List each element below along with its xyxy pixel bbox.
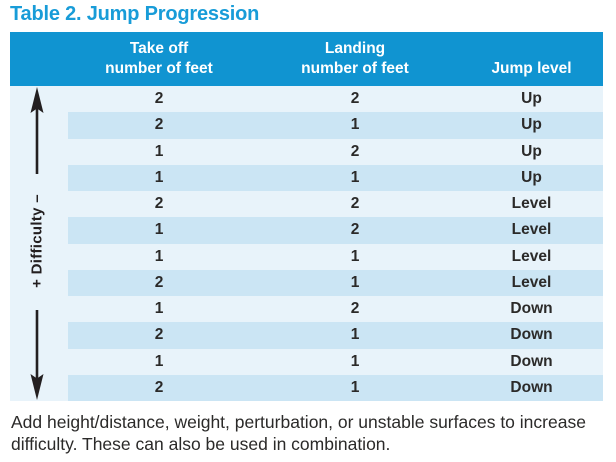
landing-cell: 1 [350,378,360,396]
jump-level-cell: Level [511,247,552,265]
takeoff-cell: 2 [154,326,164,344]
table-row: 1 1 Level [68,244,603,270]
table-row: 1 2 Level [68,217,603,244]
header-takeoff-line1: Take off [129,40,189,58]
jump-level-cell: Level [511,195,552,213]
table-row: 2 1 Down [68,322,603,349]
table-row: 2 1 Up [68,112,603,139]
header-landing-line1: Landing [324,40,386,58]
header-takeoff-line2: number of feet [105,60,213,78]
jump-level-cell: Level [511,273,552,291]
table-row: 2 2 Up [68,86,603,112]
landing-cell: 1 [350,352,360,370]
takeoff-cell: 2 [154,116,164,134]
landing-cell: 1 [350,168,360,186]
table-title: Table 2. Jump Progression [10,3,260,25]
takeoff-cell: 2 [154,90,164,108]
jump-progression-table: Take off number of feet Landing number o… [10,32,603,401]
landing-cell: 1 [350,326,360,344]
takeoff-cell: 2 [154,378,164,396]
difficulty-axis-label: + Difficulty – [28,194,46,288]
table-row: 1 2 Up [68,139,603,165]
difficulty-arrow-icon [30,87,44,400]
header-gutter-cell [10,32,68,86]
table-row: 2 2 Level [68,191,603,217]
header-landing: Landing number of feet [250,32,460,86]
table-row: 1 1 Down [68,349,603,375]
takeoff-cell: 1 [154,168,164,186]
jump-level-cell: Down [510,326,553,344]
takeoff-cell: 1 [154,352,164,370]
jump-level-cell: Up [521,142,542,160]
takeoff-cell: 1 [154,142,164,160]
jump-level-cell: Down [510,300,553,318]
table-body: + Difficulty – 2 2 Up 2 1 Up 1 2 Up [10,86,603,401]
takeoff-cell: 2 [154,273,164,291]
landing-cell: 2 [350,142,360,160]
landing-cell: 2 [350,195,360,213]
takeoff-cell: 1 [154,221,164,239]
table-footnote: Add height/distance, weight, perturbatio… [11,412,586,455]
table-row: 2 1 Down [68,374,603,401]
jump-level-cell: Down [510,352,553,370]
arrow-head-up-icon [30,87,44,113]
landing-cell: 1 [350,116,360,134]
landing-cell: 1 [350,273,360,291]
takeoff-cell: 2 [154,195,164,213]
jump-level-cell: Up [521,168,542,186]
landing-cell: 2 [350,300,360,318]
header-jump-level-line1: Jump level [491,60,572,78]
table-rows: 2 2 Up 2 1 Up 1 2 Up 1 1 Up [68,86,603,401]
jump-level-cell: Level [511,221,552,239]
table-row: 1 1 Up [68,164,603,191]
jump-level-cell: Up [521,90,542,108]
table-row: 2 1 Level [68,269,603,296]
landing-cell: 1 [350,247,360,265]
arrow-head-down-icon [30,374,44,400]
difficulty-gutter: + Difficulty – [10,86,68,401]
takeoff-cell: 1 [154,247,164,265]
landing-cell: 2 [350,90,360,108]
header-jump-level: Jump level [460,32,603,86]
landing-cell: 2 [350,221,360,239]
table-row: 1 2 Down [68,296,603,322]
takeoff-cell: 1 [154,300,164,318]
header-takeoff: Take off number of feet [68,32,250,86]
table-header-row: Take off number of feet Landing number o… [10,32,603,86]
jump-level-cell: Up [521,116,542,134]
jump-level-cell: Down [510,378,553,396]
header-landing-line2: number of feet [301,60,409,78]
